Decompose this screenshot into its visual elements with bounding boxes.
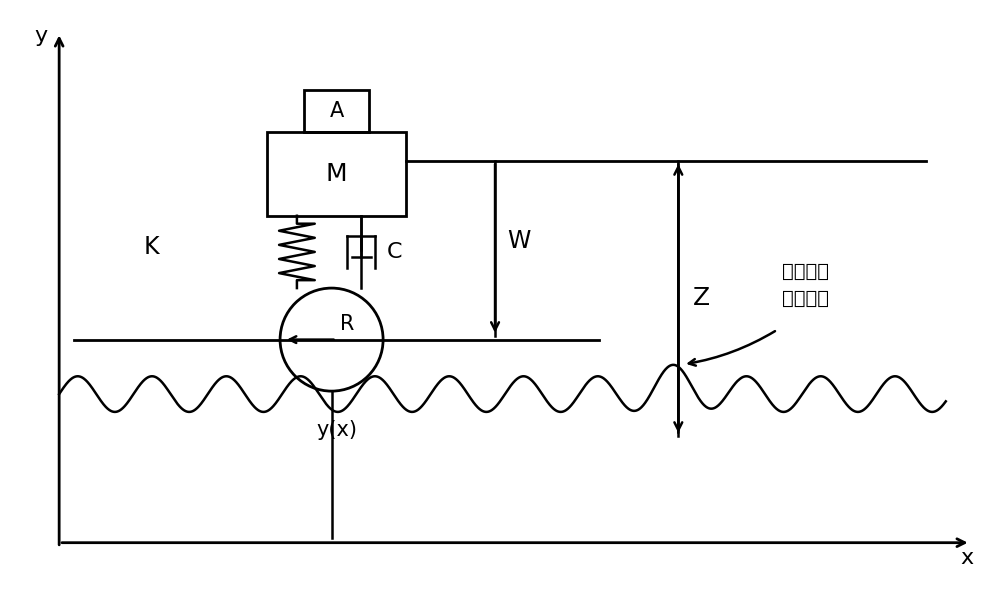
Bar (267, 131, 406, 216)
Text: y(x): y(x) (316, 419, 357, 440)
Text: K: K (143, 235, 159, 259)
Text: y: y (34, 26, 48, 46)
Text: C: C (387, 242, 403, 262)
Bar (304, 90, 369, 131)
Text: 轨道纵向
高低变化: 轨道纵向 高低变化 (782, 262, 829, 308)
Text: M: M (326, 162, 347, 186)
Text: A: A (329, 101, 344, 121)
Text: R: R (340, 314, 354, 334)
Text: Z: Z (693, 286, 710, 311)
Text: x: x (961, 549, 974, 568)
Text: W: W (507, 228, 530, 252)
